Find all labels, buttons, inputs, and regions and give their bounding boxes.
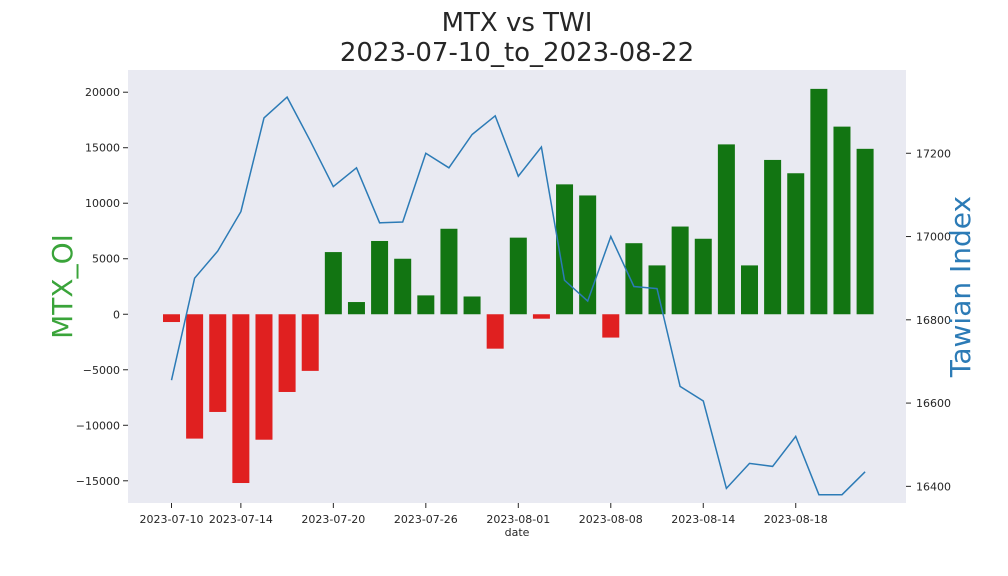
y-right-tick-label: 16800	[916, 314, 951, 327]
bar	[579, 195, 597, 315]
y-right-tick-label: 16400	[916, 480, 951, 493]
bar	[440, 228, 458, 315]
x-tick-label: 2023-07-20	[301, 513, 365, 526]
chart-title: MTX vs TWI	[441, 8, 593, 38]
y-left-tick-label: 20000	[85, 86, 120, 99]
bar	[810, 88, 828, 315]
bar	[787, 173, 805, 315]
bar	[463, 296, 481, 315]
y-right-tick-label: 16600	[916, 397, 951, 410]
bar	[209, 314, 227, 412]
bar	[301, 314, 319, 371]
bar	[394, 258, 412, 315]
bar	[717, 144, 735, 315]
bar	[764, 159, 782, 315]
y-right-tick-label: 17200	[916, 147, 951, 160]
x-tick-label: 2023-08-01	[486, 513, 550, 526]
y-right-tick-label: 17000	[916, 231, 951, 244]
y-left-tick-label: 5000	[92, 253, 120, 266]
bar	[694, 238, 712, 315]
bar	[833, 126, 851, 315]
bar	[417, 295, 435, 315]
bar	[671, 226, 689, 315]
bar	[255, 314, 273, 440]
x-tick-label: 2023-08-08	[579, 513, 643, 526]
bar	[486, 314, 504, 349]
bar	[741, 265, 758, 315]
bar	[532, 314, 550, 319]
y-left-axis-label: MTX_OI	[46, 234, 79, 339]
y-left-tick-label: 10000	[85, 197, 120, 210]
bar	[509, 237, 527, 315]
bar	[163, 314, 180, 323]
x-tick-label: 2023-07-26	[394, 513, 458, 526]
bar	[625, 243, 643, 315]
x-tick-label: 2023-07-14	[209, 513, 273, 526]
bar	[856, 148, 874, 315]
y-left-tick-label: −5000	[83, 364, 120, 377]
bar	[324, 252, 342, 315]
y-right-axis-label: Tawian Index	[944, 196, 977, 378]
y-left-tick-label: 15000	[85, 142, 120, 155]
y-left-tick-label: −10000	[76, 419, 120, 432]
bar	[371, 240, 389, 315]
bar	[186, 314, 204, 439]
bar	[347, 302, 365, 315]
x-tick-label: 2023-08-14	[671, 513, 735, 526]
bar	[602, 314, 620, 338]
bar	[556, 184, 574, 315]
x-tick-label: 2023-07-10	[140, 513, 204, 526]
index-line	[170, 95, 866, 496]
x-tick-label: 2023-08-18	[764, 513, 828, 526]
y-left-tick-label: −15000	[76, 475, 120, 488]
x-axis-label: date	[505, 526, 530, 539]
y-left-tick-label: 0	[113, 308, 120, 321]
bar	[232, 314, 250, 484]
chart-subtitle: 2023-07-10_to_2023-08-22	[339, 38, 695, 68]
bar	[278, 314, 296, 392]
